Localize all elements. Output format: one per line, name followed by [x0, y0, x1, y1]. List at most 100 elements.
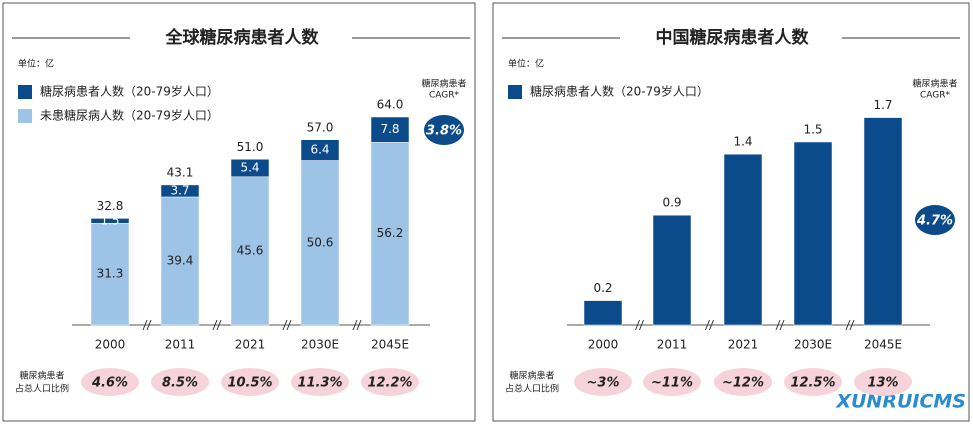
unit-label: 单位：亿: [508, 58, 544, 70]
cagr-badge: [424, 115, 464, 145]
ratio-value: 11.3%: [297, 376, 342, 391]
legend-label: 糖尿病患者人数（20-79岁人口）: [40, 84, 219, 99]
legend-label: 糖尿病患者人数（20-79岁人口）: [530, 84, 709, 99]
cagr-value: 4.7%: [916, 214, 953, 229]
total-label: 64.0: [377, 98, 404, 112]
axis-break: [705, 319, 710, 331]
bar-value-label: 50.6: [307, 235, 334, 249]
bar-value-label: 39.4: [167, 253, 194, 267]
axis-break: [849, 319, 855, 331]
bar-value-label: 45.6: [237, 243, 264, 257]
bar-value-label: 0.9: [662, 196, 681, 210]
total-label: 51.0: [237, 140, 264, 154]
panel-frame: [492, 2, 970, 422]
bar-value-label: 31.3: [97, 267, 124, 281]
bar-value-label: 1.5: [803, 123, 822, 137]
x-tick-label: 2021: [728, 338, 759, 352]
bar: [300, 139, 340, 161]
bar: [90, 223, 130, 326]
ratio-pill: [81, 368, 139, 396]
unit-label: 单位：亿: [18, 58, 54, 70]
total-label: 57.0: [307, 120, 334, 134]
ratio-caption: 糖尿病患者: [509, 370, 554, 382]
ratio-value: 8.5%: [162, 376, 198, 391]
bar: [370, 116, 410, 143]
ratio-pill: [361, 368, 419, 396]
bar: [370, 142, 410, 326]
watermark: XUNRUICMS: [835, 391, 966, 413]
bar: [230, 159, 270, 178]
cagr-caption: 糖尿病患者: [912, 78, 957, 90]
bar-value-label: 0.2: [593, 281, 612, 295]
legend-swatch: [508, 85, 522, 99]
ratio-pill: [714, 368, 772, 396]
bar-value-label: 3.7: [170, 183, 189, 197]
axis-break: [216, 319, 222, 331]
ratio-caption: 糖尿病患者: [19, 370, 64, 382]
ratio-value: 13%: [867, 376, 898, 391]
bar-value-label: 7.8: [380, 122, 399, 136]
bar-value-label: 1.7: [873, 98, 892, 112]
x-tick-label: 2045E: [864, 338, 902, 352]
axis-break: [845, 319, 851, 331]
ratio-pill: [291, 368, 349, 396]
axis-break: [356, 319, 362, 331]
ratio-value: ~3%: [587, 376, 620, 391]
x-tick-label: 2030E: [301, 338, 339, 352]
cagr-value: 3.8%: [426, 124, 462, 139]
ratio-pill: [643, 368, 701, 396]
bar: [230, 176, 270, 326]
bar: [300, 160, 340, 326]
ratio-caption: 占总人口比例: [15, 383, 69, 395]
bar-value-label: 5.4: [240, 161, 259, 175]
cagr-caption: CAGR*: [429, 91, 460, 101]
bar: [652, 214, 692, 326]
bar-value-label: 6.4: [310, 143, 329, 157]
ratio-value: ~12%: [722, 376, 764, 391]
total-label: 43.1: [167, 165, 194, 179]
chart-title: 全球糖尿病患者人数: [165, 27, 320, 48]
x-tick-label: 2000: [588, 338, 619, 352]
axis-break: [352, 319, 358, 331]
x-tick-label: 2021: [235, 338, 266, 352]
ratio-pill: [151, 368, 209, 396]
axis-break: [282, 319, 288, 331]
bar: [583, 300, 623, 326]
bar: [90, 218, 130, 224]
x-tick-label: 2000: [95, 338, 126, 352]
axis-break: [775, 319, 781, 331]
axis-break: [635, 319, 640, 331]
cagr-caption: CAGR*: [920, 91, 951, 101]
axis-break: [212, 319, 218, 331]
axis-break: [142, 319, 148, 331]
axis-break: [779, 319, 785, 331]
chart-title: 中国糖尿病患者人数: [656, 27, 810, 48]
cagr-badge: [915, 205, 955, 235]
ratio-pill: [221, 368, 279, 396]
ratio-value: 12.2%: [367, 376, 412, 391]
legend-label: 未患糖尿病人数（20-79岁人口）: [40, 108, 219, 123]
bar-value-label: 1.5: [100, 213, 119, 227]
ratio-pill: [574, 368, 632, 396]
x-tick-label: 2045E: [371, 338, 409, 352]
bar-value-label: 56.2: [377, 226, 404, 240]
bar: [793, 141, 833, 326]
axis-break: [709, 319, 714, 331]
bar: [160, 184, 200, 198]
x-tick-label: 2011: [165, 338, 196, 352]
axis-break: [146, 319, 152, 331]
ratio-value: ~11%: [651, 376, 693, 391]
axis-break: [639, 319, 644, 331]
x-tick-label: 2030E: [794, 338, 832, 352]
bar-value-label: 1.4: [733, 135, 752, 149]
ratio-pill: [784, 368, 842, 396]
legend-swatch: [18, 109, 32, 123]
legend-swatch: [18, 85, 32, 99]
total-label: 32.8: [97, 199, 124, 213]
x-tick-label: 2011: [657, 338, 688, 352]
axis-break: [286, 319, 292, 331]
ratio-pill: [854, 368, 912, 396]
ratio-value: 10.5%: [227, 376, 272, 391]
ratio-caption: 占总人口比例: [505, 383, 559, 395]
